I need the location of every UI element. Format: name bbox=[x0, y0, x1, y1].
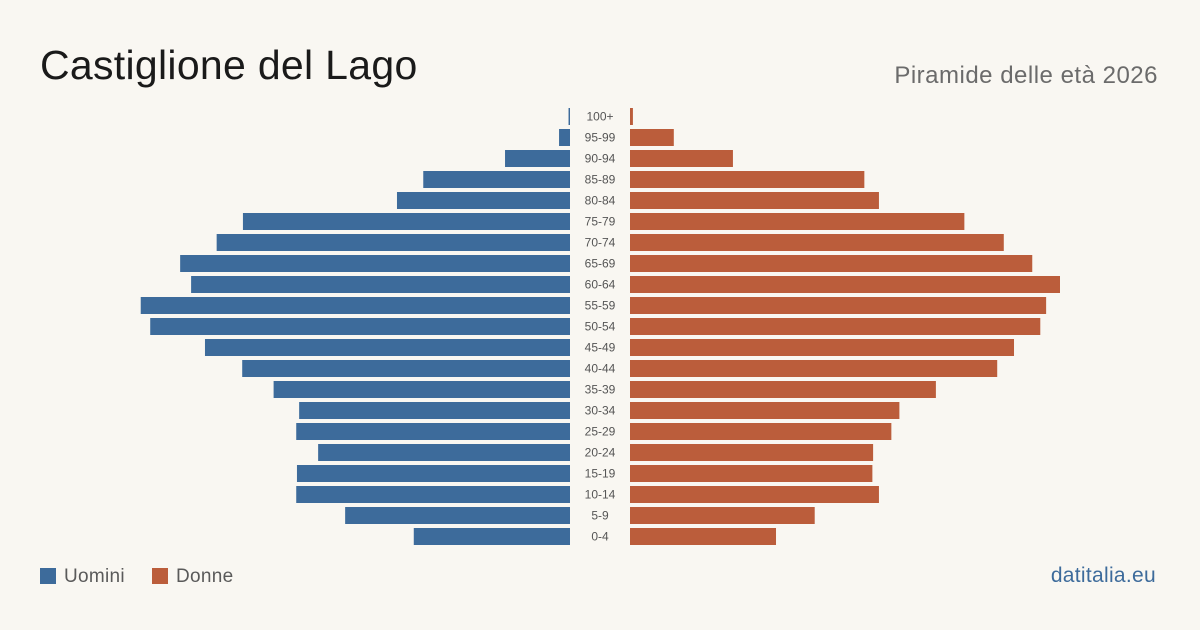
bar-donne-25-29 bbox=[630, 423, 892, 440]
bar-uomini-75-79 bbox=[242, 213, 570, 230]
bar-donne-65-69 bbox=[630, 255, 1033, 272]
bar-uomini-95-99 bbox=[559, 129, 570, 146]
bar-uomini-10-14 bbox=[296, 486, 570, 503]
age-label-55-59: 55-59 bbox=[585, 299, 616, 313]
bar-donne-55-59 bbox=[630, 297, 1047, 314]
bar-donne-90-94 bbox=[630, 150, 733, 167]
legend-item-donne: Donne bbox=[152, 565, 234, 587]
bar-uomini-30-34 bbox=[299, 402, 570, 419]
bar-uomini-0-4 bbox=[413, 528, 570, 545]
bar-donne-15-19 bbox=[630, 465, 873, 482]
age-label-45-49: 45-49 bbox=[585, 341, 616, 355]
bar-uomini-40-44 bbox=[242, 360, 570, 377]
age-label-90-94: 90-94 bbox=[585, 152, 616, 166]
age-label-20-24: 20-24 bbox=[585, 446, 616, 460]
bar-uomini-100plus bbox=[568, 108, 570, 125]
bar-donne-75-79 bbox=[630, 213, 965, 230]
bar-uomini-15-19 bbox=[296, 465, 570, 482]
bar-donne-70-74 bbox=[630, 234, 1004, 251]
age-label-65-69: 65-69 bbox=[585, 257, 616, 271]
age-label-75-79: 75-79 bbox=[585, 215, 616, 229]
age-label-5-9: 5-9 bbox=[591, 509, 609, 523]
legend-item-uomini: Uomini bbox=[40, 565, 125, 587]
bar-donne-5-9 bbox=[630, 507, 815, 524]
bar-donne-20-24 bbox=[630, 444, 874, 461]
bar-uomini-35-39 bbox=[273, 381, 570, 398]
bar-donne-85-89 bbox=[630, 171, 865, 188]
bar-donne-40-44 bbox=[630, 360, 998, 377]
bar-donne-50-54 bbox=[630, 318, 1041, 335]
age-label-85-89: 85-89 bbox=[585, 173, 616, 187]
bar-uomini-45-49 bbox=[204, 339, 570, 356]
age-label-35-39: 35-39 bbox=[585, 383, 616, 397]
legend-label-uomini: Uomini bbox=[64, 565, 125, 587]
bar-uomini-65-69 bbox=[180, 255, 570, 272]
bar-uomini-85-89 bbox=[423, 171, 570, 188]
bar-uomini-80-84 bbox=[396, 192, 570, 209]
bar-donne-45-49 bbox=[630, 339, 1015, 356]
bar-uomini-60-64 bbox=[191, 276, 570, 293]
age-label-80-84: 80-84 bbox=[585, 194, 616, 208]
bar-uomini-5-9 bbox=[345, 507, 570, 524]
age-label-50-54: 50-54 bbox=[585, 320, 616, 334]
bar-donne-0-4 bbox=[630, 528, 777, 545]
legend-swatch-uomini bbox=[40, 568, 56, 584]
age-label-70-74: 70-74 bbox=[585, 236, 616, 250]
age-label-95-99: 95-99 bbox=[585, 131, 616, 145]
bar-donne-100plus bbox=[630, 108, 633, 125]
age-label-100plus: 100+ bbox=[586, 110, 613, 124]
age-label-30-34: 30-34 bbox=[585, 404, 616, 418]
series-donne-bars bbox=[630, 108, 1060, 545]
chart-subtitle: Piramide delle età 2026 bbox=[894, 62, 1158, 89]
bar-uomini-90-94 bbox=[505, 150, 570, 167]
bar-uomini-20-24 bbox=[318, 444, 570, 461]
age-group-labels: 100+ 95-99 90-94 85-89 80-84 75-79 70-74 65-69 6… bbox=[585, 110, 616, 544]
bar-uomini-50-54 bbox=[150, 318, 571, 335]
series-uomini-bars bbox=[140, 108, 571, 545]
source-brand: datitalia.eu bbox=[1050, 564, 1156, 587]
age-label-0-4: 0-4 bbox=[591, 530, 609, 544]
chart-title: Castiglione del Lago bbox=[40, 42, 418, 88]
age-label-60-64: 60-64 bbox=[585, 278, 616, 292]
bar-donne-80-84 bbox=[630, 192, 879, 209]
bar-donne-95-99 bbox=[630, 129, 674, 146]
age-label-40-44: 40-44 bbox=[585, 362, 616, 376]
bar-donne-35-39 bbox=[630, 381, 936, 398]
bar-donne-60-64 bbox=[630, 276, 1060, 293]
legend-label-donne: Donne bbox=[176, 565, 234, 587]
bar-uomini-55-59 bbox=[140, 297, 571, 314]
bar-donne-30-34 bbox=[630, 402, 900, 419]
bar-uomini-70-74 bbox=[216, 234, 571, 251]
age-label-25-29: 25-29 bbox=[585, 425, 616, 439]
bar-uomini-25-29 bbox=[296, 423, 570, 440]
bar-donne-10-14 bbox=[630, 486, 879, 503]
legend-swatch-donne bbox=[152, 568, 168, 584]
age-label-15-19: 15-19 bbox=[585, 467, 616, 481]
age-label-10-14: 10-14 bbox=[585, 488, 616, 502]
